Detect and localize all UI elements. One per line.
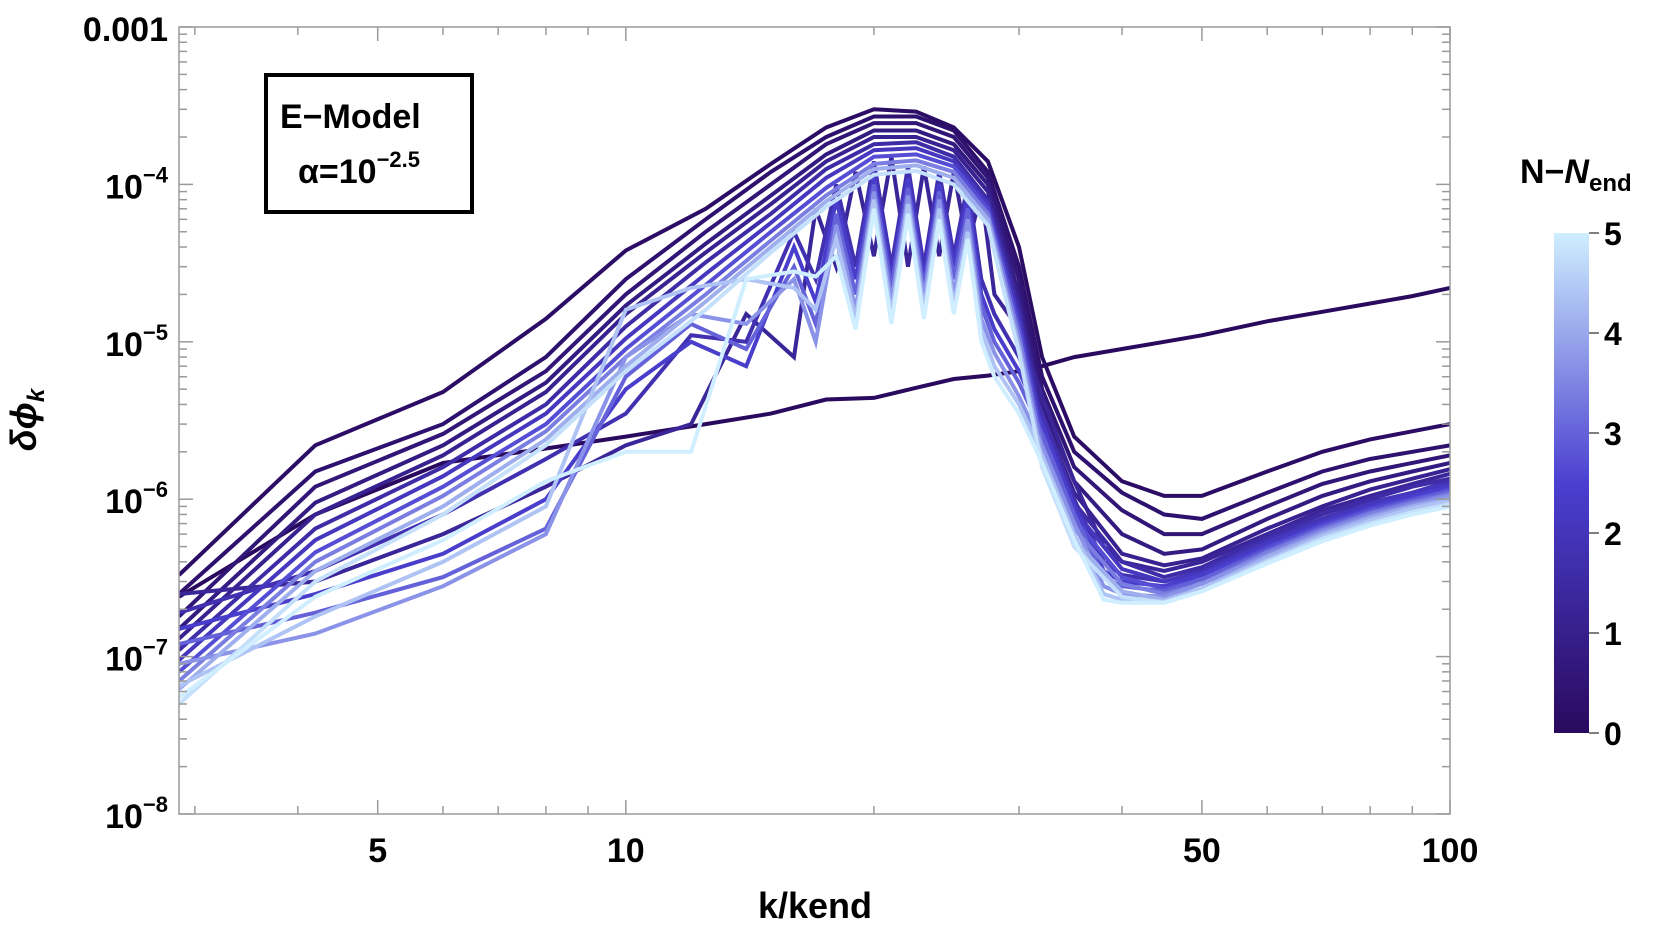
- legend-model-label: E−Model: [280, 98, 421, 136]
- y-tick-label: 10−6: [105, 477, 168, 521]
- x-axis-title: k/kend: [758, 885, 872, 926]
- colorbar-tick-label: 1: [1604, 616, 1622, 652]
- axis-ticks: [179, 26, 1451, 815]
- series-line-5: [179, 135, 1450, 641]
- colorbar-title-italic: N: [1564, 153, 1590, 191]
- colorbar-tick-label: 4: [1604, 316, 1622, 352]
- y-tick-labels: 0.001 10−4 10−5 10−6 10−7 10−8: [83, 11, 169, 836]
- colorbar-tick-label: 5: [1604, 216, 1622, 252]
- y-tick-label: 10−8: [105, 792, 168, 836]
- y-tick-label: 10−5: [105, 320, 168, 364]
- series-line-13: [179, 158, 1450, 683]
- colorbar-tick-label: 3: [1604, 416, 1622, 452]
- y-tick-label: 10−7: [105, 635, 168, 679]
- series-line-2: [179, 114, 1450, 596]
- x-tick-labels: 5 10 50 100: [368, 832, 1478, 870]
- colorbar-tick-label: 2: [1604, 516, 1622, 552]
- colorbar: N−Nend 0 1 2 3 4 5: [1520, 153, 1632, 752]
- x-tick-label: 50: [1183, 832, 1221, 870]
- y-axis-title-sub: k: [23, 387, 50, 402]
- colorbar-title-main: N−: [1520, 153, 1564, 191]
- colorbar-title: N−Nend: [1520, 153, 1632, 197]
- series-line-7: [179, 140, 1450, 652]
- colorbar-tick-label: 0: [1604, 716, 1622, 752]
- legend-box: E−Model α=10−2.5: [264, 73, 474, 214]
- x-tick-label: 100: [1422, 832, 1479, 870]
- series-line-18: [179, 208, 1450, 700]
- plot-frame: [178, 26, 1451, 815]
- series-line-0: [179, 285, 1450, 599]
- series-line-15: [179, 163, 1450, 691]
- legend-alpha-exp: −2.5: [377, 147, 420, 172]
- colorbar-gradient: [1554, 233, 1589, 733]
- legend-alpha-prefix: α=10: [298, 153, 377, 191]
- y-tick-label: 10−4: [105, 162, 169, 206]
- y-tick-label: 0.001: [83, 11, 168, 49]
- series-line-9: [179, 146, 1450, 662]
- series-line-4: [179, 128, 1450, 631]
- colorbar-title-sub: end: [1589, 170, 1632, 197]
- y-axis-title-main: δϕ: [3, 402, 44, 451]
- series-line-3: [179, 121, 1450, 618]
- series-group: [179, 107, 1450, 706]
- y-axis-title: δϕk: [3, 387, 50, 451]
- colorbar-ticks: 0 1 2 3 4 5: [1589, 216, 1622, 752]
- x-tick-label: 10: [607, 832, 645, 870]
- legend-alpha-label: α=10−2.5: [298, 147, 420, 191]
- series-line-1: [179, 107, 1450, 577]
- x-tick-label: 5: [368, 832, 387, 870]
